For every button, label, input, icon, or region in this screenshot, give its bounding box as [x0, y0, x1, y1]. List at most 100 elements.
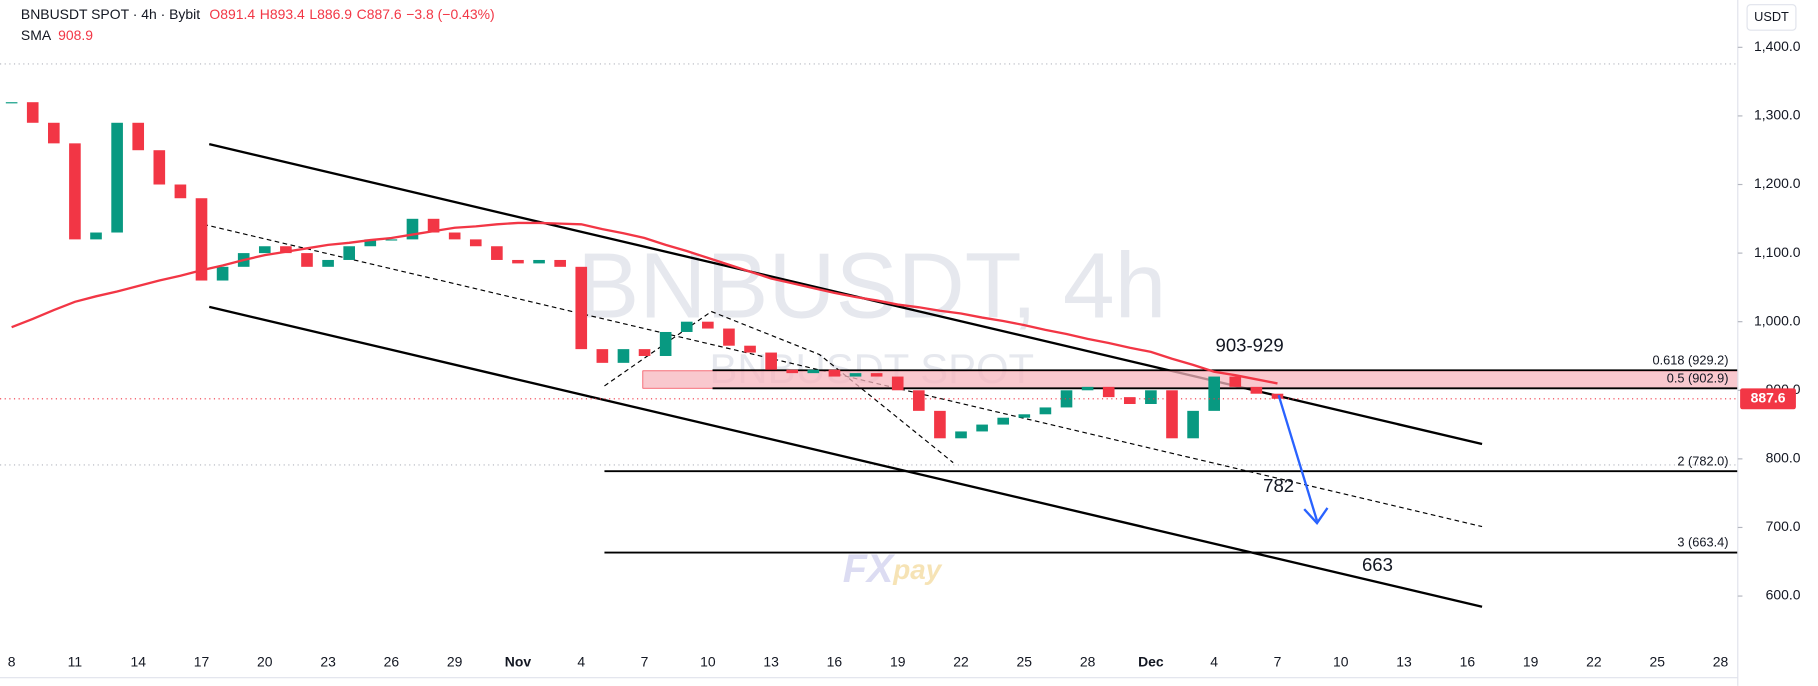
candle	[364, 239, 377, 247]
x-tick-label: 28	[1713, 653, 1729, 669]
x-tick-label: 22	[953, 653, 969, 669]
y-tick-label: 800.0	[1766, 450, 1801, 466]
candle	[1271, 393, 1284, 399]
candle	[1102, 386, 1115, 398]
resistance-zone	[642, 370, 1739, 389]
x-tick-label: 19	[1523, 653, 1539, 669]
candle	[934, 410, 946, 439]
x-tick-label: Dec	[1138, 653, 1164, 669]
x-tick-label: 29	[447, 653, 463, 669]
x-tick-label: 19	[890, 653, 906, 669]
change: −3.8 (−0.43%)	[406, 6, 494, 22]
candle	[744, 345, 756, 353]
unit-box[interactable]	[1746, 4, 1797, 31]
candle	[786, 369, 799, 374]
candle	[1229, 376, 1242, 387]
candle	[90, 232, 102, 240]
candle	[638, 349, 651, 356]
candle	[469, 239, 482, 247]
candle	[322, 259, 334, 267]
x-tick-label: 13	[763, 653, 779, 669]
x-tick-label: 10	[700, 653, 716, 669]
x-tick-label: 8	[8, 653, 16, 669]
candle	[659, 331, 672, 356]
x-tick-label: Nov	[505, 653, 532, 669]
candle	[195, 198, 208, 281]
swing-lines	[604, 310, 954, 464]
candle	[111, 122, 123, 233]
candle	[1145, 390, 1157, 405]
plot	[0, 102, 1738, 554]
candle	[406, 218, 419, 240]
candle	[575, 266, 588, 350]
candle	[807, 369, 820, 374]
channel-lower	[208, 305, 1483, 608]
zone-label: 903-929	[1215, 334, 1283, 355]
low: L886.9	[309, 6, 352, 22]
candle	[596, 349, 609, 363]
candle	[828, 369, 841, 377]
candle	[448, 232, 461, 240]
x-tick-label: 28	[1080, 653, 1096, 669]
x-tick-label: 11	[68, 653, 83, 669]
candle	[427, 218, 440, 233]
candle	[680, 321, 693, 332]
candle	[512, 259, 524, 264]
candle	[216, 266, 229, 281]
target-label: 782	[1263, 475, 1294, 496]
x-tick-label: 16	[1460, 653, 1476, 669]
candle	[1187, 410, 1199, 439]
candle	[1018, 414, 1031, 418]
candle	[26, 102, 39, 123]
candle	[1081, 386, 1094, 391]
close: C887.6	[357, 6, 402, 22]
y-tick-label: 1,000.0	[1754, 312, 1801, 328]
candle	[955, 431, 967, 439]
candle	[702, 321, 714, 329]
y-tick-label: 1,300.0	[1754, 107, 1801, 123]
candle	[1208, 376, 1220, 411]
candle	[1060, 390, 1073, 408]
fib-level-label: 2 (782.0)	[1677, 453, 1728, 468]
x-tick-label: 22	[1586, 653, 1602, 669]
candle	[723, 328, 735, 346]
candle	[913, 390, 925, 411]
y-tick-label: 1,400.0	[1754, 38, 1801, 54]
candle	[69, 143, 81, 240]
candle	[491, 246, 503, 260]
candle	[976, 424, 988, 432]
candle	[1039, 407, 1052, 415]
y-tick-label: 1,100.0	[1754, 244, 1801, 260]
candle	[385, 239, 398, 241]
fib-level-label: 0.618 (929.2)	[1653, 352, 1729, 367]
candle	[997, 417, 1010, 425]
y-tick-label: 600.0	[1766, 587, 1801, 603]
x-tick-label: 4	[577, 653, 585, 669]
candle	[765, 352, 777, 370]
x-tick-label: 4	[1210, 653, 1218, 669]
x-tick-label: 16	[827, 653, 843, 669]
x-tick-label: 25	[1649, 653, 1665, 669]
sma-value: 908.9	[58, 27, 93, 43]
x-tick-label: 25	[1017, 653, 1033, 669]
candle	[280, 246, 292, 254]
candle	[1250, 386, 1263, 394]
high: H893.4	[260, 6, 305, 22]
candle	[174, 184, 187, 199]
candle	[5, 102, 18, 104]
candle	[533, 259, 545, 264]
x-tick-label: 20	[257, 653, 273, 669]
sma-name: SMA	[21, 27, 52, 43]
target-label: 663	[1362, 554, 1393, 575]
candle	[301, 253, 313, 267]
watermark: BNBUSDT, 4h	[577, 233, 1166, 337]
fib-level-label: 3 (663.4)	[1677, 535, 1728, 550]
legend-sma: SMA 908.9	[21, 27, 93, 43]
x-tick-label: 7	[641, 653, 649, 669]
candle	[132, 122, 145, 151]
legend-header: BNBUSDT SPOT · 4h · Bybit O891.4 H893.4 L88…	[21, 6, 495, 22]
arrow-head	[1303, 507, 1329, 525]
candle	[554, 259, 566, 267]
